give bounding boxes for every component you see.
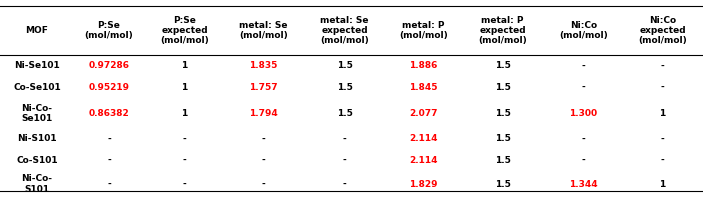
Text: metal: P
(mol/mol): metal: P (mol/mol) <box>399 21 448 40</box>
Text: 2.114: 2.114 <box>409 156 438 165</box>
Text: 1.5: 1.5 <box>495 109 510 118</box>
Text: 2.114: 2.114 <box>409 134 438 143</box>
Text: -: - <box>107 156 111 165</box>
Text: Ni:Co
expected
(mol/mol): Ni:Co expected (mol/mol) <box>638 16 687 46</box>
Text: P:Se
(mol/mol): P:Se (mol/mol) <box>84 21 134 40</box>
Text: 1.5: 1.5 <box>337 83 352 92</box>
Text: 1.5: 1.5 <box>495 83 510 92</box>
Text: -: - <box>581 61 586 71</box>
Text: Ni-Co-
Se101: Ni-Co- Se101 <box>21 104 53 123</box>
Text: 0.95219: 0.95219 <box>89 83 129 92</box>
Text: 1.5: 1.5 <box>495 156 510 165</box>
Text: MOF: MOF <box>25 26 49 35</box>
Text: 1.5: 1.5 <box>495 180 510 189</box>
Text: -: - <box>661 61 664 71</box>
Text: Ni-Se101: Ni-Se101 <box>14 61 60 71</box>
Text: -: - <box>107 180 111 189</box>
Text: -: - <box>262 134 266 143</box>
Text: 1: 1 <box>659 109 666 118</box>
Text: metal: P
expected
(mol/mol): metal: P expected (mol/mol) <box>478 16 527 46</box>
Text: 1.5: 1.5 <box>337 61 352 71</box>
Text: -: - <box>183 180 186 189</box>
Text: 2.077: 2.077 <box>409 109 438 118</box>
Text: Co-S101: Co-S101 <box>16 156 58 165</box>
Text: -: - <box>107 134 111 143</box>
Text: -: - <box>262 180 266 189</box>
Text: -: - <box>342 180 347 189</box>
Text: 1: 1 <box>659 180 666 189</box>
Text: 1: 1 <box>181 83 188 92</box>
Text: Ni-Co-
S101: Ni-Co- S101 <box>21 175 53 194</box>
Text: -: - <box>661 134 664 143</box>
Text: 1.5: 1.5 <box>495 134 510 143</box>
Text: Co-Se101: Co-Se101 <box>13 83 60 92</box>
Text: -: - <box>183 134 186 143</box>
Text: 1: 1 <box>181 109 188 118</box>
Text: 0.97286: 0.97286 <box>89 61 129 71</box>
Text: -: - <box>581 156 586 165</box>
Text: -: - <box>661 83 664 92</box>
Text: -: - <box>262 156 266 165</box>
Text: -: - <box>581 83 586 92</box>
Text: -: - <box>183 156 186 165</box>
Text: 1.829: 1.829 <box>409 180 438 189</box>
Text: Ni:Co
(mol/mol): Ni:Co (mol/mol) <box>559 21 608 40</box>
Text: -: - <box>661 156 664 165</box>
Text: metal: Se
expected
(mol/mol): metal: Se expected (mol/mol) <box>320 16 369 46</box>
Text: -: - <box>342 156 347 165</box>
Text: 1.886: 1.886 <box>409 61 438 71</box>
Text: 1.757: 1.757 <box>250 83 278 92</box>
Text: -: - <box>581 134 586 143</box>
Text: metal: Se
(mol/mol): metal: Se (mol/mol) <box>239 21 288 40</box>
Text: 1.794: 1.794 <box>250 109 278 118</box>
Text: 1: 1 <box>181 61 188 71</box>
Text: P:Se
expected
(mol/mol): P:Se expected (mol/mol) <box>160 16 209 46</box>
Text: Ni-S101: Ni-S101 <box>17 134 57 143</box>
Text: 0.86382: 0.86382 <box>89 109 129 118</box>
Text: 1.5: 1.5 <box>495 61 510 71</box>
Text: 1.5: 1.5 <box>337 109 352 118</box>
Text: 1.344: 1.344 <box>569 180 598 189</box>
Text: -: - <box>342 134 347 143</box>
Text: 1.845: 1.845 <box>409 83 438 92</box>
Text: 1.835: 1.835 <box>250 61 278 71</box>
Text: 1.300: 1.300 <box>569 109 598 118</box>
